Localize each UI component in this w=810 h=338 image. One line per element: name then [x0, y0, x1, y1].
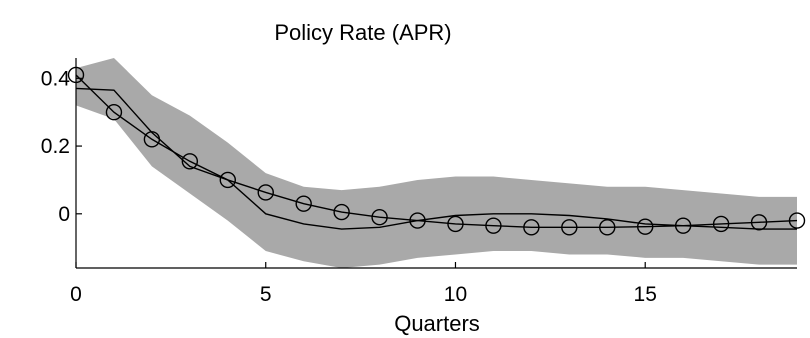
- series-2-point: [523, 219, 540, 236]
- plot-area: [67, 58, 806, 268]
- series-2-point: [295, 195, 312, 212]
- series-2-point: [637, 218, 654, 235]
- series-2-point: [409, 212, 426, 229]
- series-2-point: [257, 184, 274, 201]
- y-tick-label: 0.4: [41, 67, 71, 90]
- x-tick-label: 0: [70, 283, 82, 306]
- series-2-point: [485, 217, 502, 234]
- series-2-point: [143, 131, 161, 148]
- chart-title: Policy Rate (APR): [274, 20, 451, 45]
- series-2-point: [674, 217, 692, 234]
- series-2-point: [599, 219, 616, 236]
- axes: 0 0.2 0.4 0 5 10 15: [41, 58, 797, 306]
- y-tick-label: 0: [58, 203, 70, 226]
- x-axis-label: Quarters: [394, 311, 480, 336]
- series-2-point: [105, 103, 123, 121]
- x-tick-label: 15: [634, 283, 657, 306]
- series-2-point: [750, 214, 768, 231]
- series-2-point: [788, 212, 806, 229]
- series-2-point: [371, 208, 388, 226]
- x-tick-label: 10: [444, 283, 467, 306]
- series-2-point: [561, 219, 578, 236]
- series-2-point: [447, 215, 464, 233]
- series-2-point: [712, 215, 730, 233]
- series-2-point: [219, 171, 236, 189]
- x-tick-label: 5: [260, 283, 272, 306]
- series-2-point: [333, 203, 350, 221]
- y-tick-label: 0.2: [41, 135, 70, 158]
- series-2-point: [181, 153, 199, 170]
- confidence-band: [76, 58, 797, 268]
